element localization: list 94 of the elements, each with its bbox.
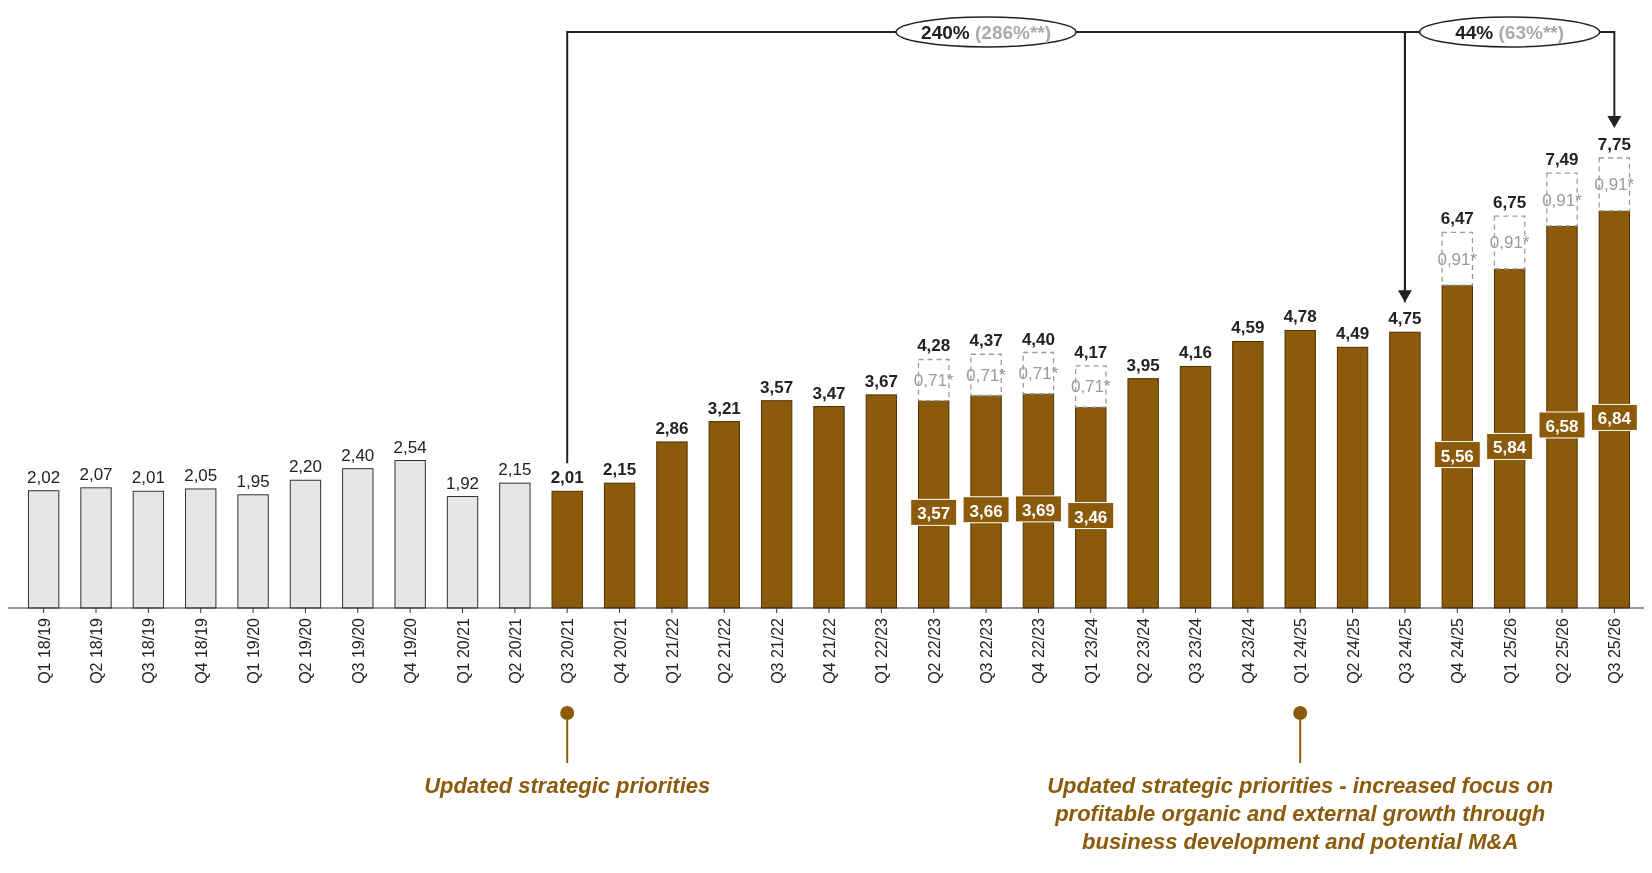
data-label: 3,47 xyxy=(812,383,846,403)
bar xyxy=(1232,340,1264,609)
bar xyxy=(1336,346,1369,609)
bar xyxy=(813,406,845,609)
data-label: 0,91* xyxy=(1437,249,1478,269)
x-tick-label: Q2 20/21 xyxy=(506,617,524,684)
bar xyxy=(760,400,793,609)
text: 240% (286%**) xyxy=(921,22,1052,43)
data-label: 2,07 xyxy=(79,464,113,484)
data-label: 0,91* xyxy=(1489,233,1530,253)
x-tick-label: Q4 21/22 xyxy=(821,617,838,684)
total-label: 6,75 xyxy=(1493,193,1527,213)
bar xyxy=(865,394,898,609)
data-label: 3,57 xyxy=(760,377,794,397)
bar xyxy=(551,490,583,609)
x-tick-label: Q1 20/21 xyxy=(454,617,472,684)
data-label: 2,86 xyxy=(655,418,689,438)
x-tick-label: Q1 19/20 xyxy=(245,617,263,684)
data-label: 3,69 xyxy=(1021,500,1055,520)
bar xyxy=(1284,329,1316,609)
data-label: 3,66 xyxy=(969,501,1003,521)
data-label: 0,71* xyxy=(1018,364,1059,384)
bar xyxy=(656,441,688,609)
total-label: 4,37 xyxy=(969,331,1003,351)
x-tick-label: Q1 21/22 xyxy=(663,617,681,684)
data-label: 6,84 xyxy=(1597,409,1632,429)
data-label: 4,49 xyxy=(1336,324,1370,344)
data-label: 4,59 xyxy=(1231,318,1265,338)
x-tick-label: Q1 22/23 xyxy=(873,617,891,684)
data-label: 3,46 xyxy=(1074,507,1108,527)
data-label: 0,71* xyxy=(966,365,1007,385)
total-label: 4,40 xyxy=(1021,329,1055,349)
x-tick-label: Q2 22/23 xyxy=(925,617,943,684)
x-tick-label: Q2 18/19 xyxy=(88,617,106,684)
x-tick-label: Q2 21/22 xyxy=(716,617,734,684)
total-label: 7,75 xyxy=(1597,135,1631,154)
data-label: 4,16 xyxy=(1178,343,1213,363)
x-tick-label: Q1 24/25 xyxy=(1292,617,1310,684)
data-label: 0,91* xyxy=(1542,190,1583,210)
data-label: 2,15 xyxy=(498,460,532,480)
x-tick-label: Q3 20/21 xyxy=(559,617,577,684)
x-tick-label: Q4 23/24 xyxy=(1239,617,1257,684)
bar xyxy=(1179,365,1212,609)
bar xyxy=(603,482,636,609)
data-label: 1,95 xyxy=(236,471,270,491)
data-label: 5,56 xyxy=(1440,446,1474,466)
x-tick-label: Q2 24/25 xyxy=(1344,617,1362,684)
data-label: 2,54 xyxy=(393,437,427,457)
data-label: 2,01 xyxy=(550,468,584,488)
data-label: 2,05 xyxy=(184,465,218,485)
data-label: 3,21 xyxy=(707,398,741,418)
data-label: 2,01 xyxy=(131,468,165,488)
annotation: Updated strategic priorities xyxy=(424,773,711,798)
x-tick-label: Q1 25/26 xyxy=(1501,617,1519,684)
bar xyxy=(708,421,740,609)
total-label: 4,28 xyxy=(917,336,951,356)
data-label: 0,91* xyxy=(1594,175,1635,195)
data-label: 4,75 xyxy=(1388,309,1422,329)
x-tick-label: Q4 18/19 xyxy=(192,617,210,684)
x-tick-label: Q2 25/26 xyxy=(1553,617,1571,684)
x-tick-label: Q2 19/20 xyxy=(297,617,315,684)
x-tick-label: Q1 23/24 xyxy=(1082,617,1100,684)
x-tick-label: Q4 19/20 xyxy=(402,617,420,684)
data-label: 2,40 xyxy=(341,445,375,465)
x-tick-label: Q4 24/25 xyxy=(1449,617,1467,684)
data-label: 5,84 xyxy=(1493,438,1527,458)
x-tick-label: Q2 23/24 xyxy=(1135,617,1153,684)
x-tick-label: Q4 20/21 xyxy=(611,617,629,684)
total-label: 6,47 xyxy=(1440,209,1474,229)
x-tick-label: Q3 21/22 xyxy=(768,617,786,684)
data-label: 4,78 xyxy=(1283,307,1317,327)
data-label: 3,95 xyxy=(1126,355,1160,375)
total-label: 4,17 xyxy=(1074,342,1108,362)
data-label: 1,92 xyxy=(445,473,480,493)
data-label: 2,15 xyxy=(603,460,637,480)
data-label: 0,71* xyxy=(913,371,954,391)
x-tick-label: Q3 19/20 xyxy=(349,617,367,684)
data-label: 3,67 xyxy=(864,371,898,391)
x-tick-label: Q3 23/24 xyxy=(1187,617,1205,684)
x-tick-label: Q3 24/25 xyxy=(1396,617,1414,684)
x-tick-label: Q3 25/26 xyxy=(1606,617,1624,684)
annotation: Updated strategic priorities - increased focus on profitable organic and external growth through business development and potential M&A xyxy=(1047,773,1554,854)
data-label: 2,20 xyxy=(288,457,322,477)
bar xyxy=(1127,378,1159,609)
data-label: 0,71* xyxy=(1070,377,1112,397)
x-tick-label: Q3 22/23 xyxy=(978,617,996,684)
bar xyxy=(1389,331,1421,609)
x-tick-label: Q4 22/23 xyxy=(1030,617,1048,684)
total-label: 7,49 xyxy=(1545,150,1579,170)
data-label: 6,58 xyxy=(1545,416,1579,436)
x-tick-label: Q1 18/19 xyxy=(35,617,53,684)
data-label: 3,57 xyxy=(917,504,951,524)
data-label: 2,02 xyxy=(27,467,61,487)
x-tick-label: Q3 18/19 xyxy=(140,617,158,684)
